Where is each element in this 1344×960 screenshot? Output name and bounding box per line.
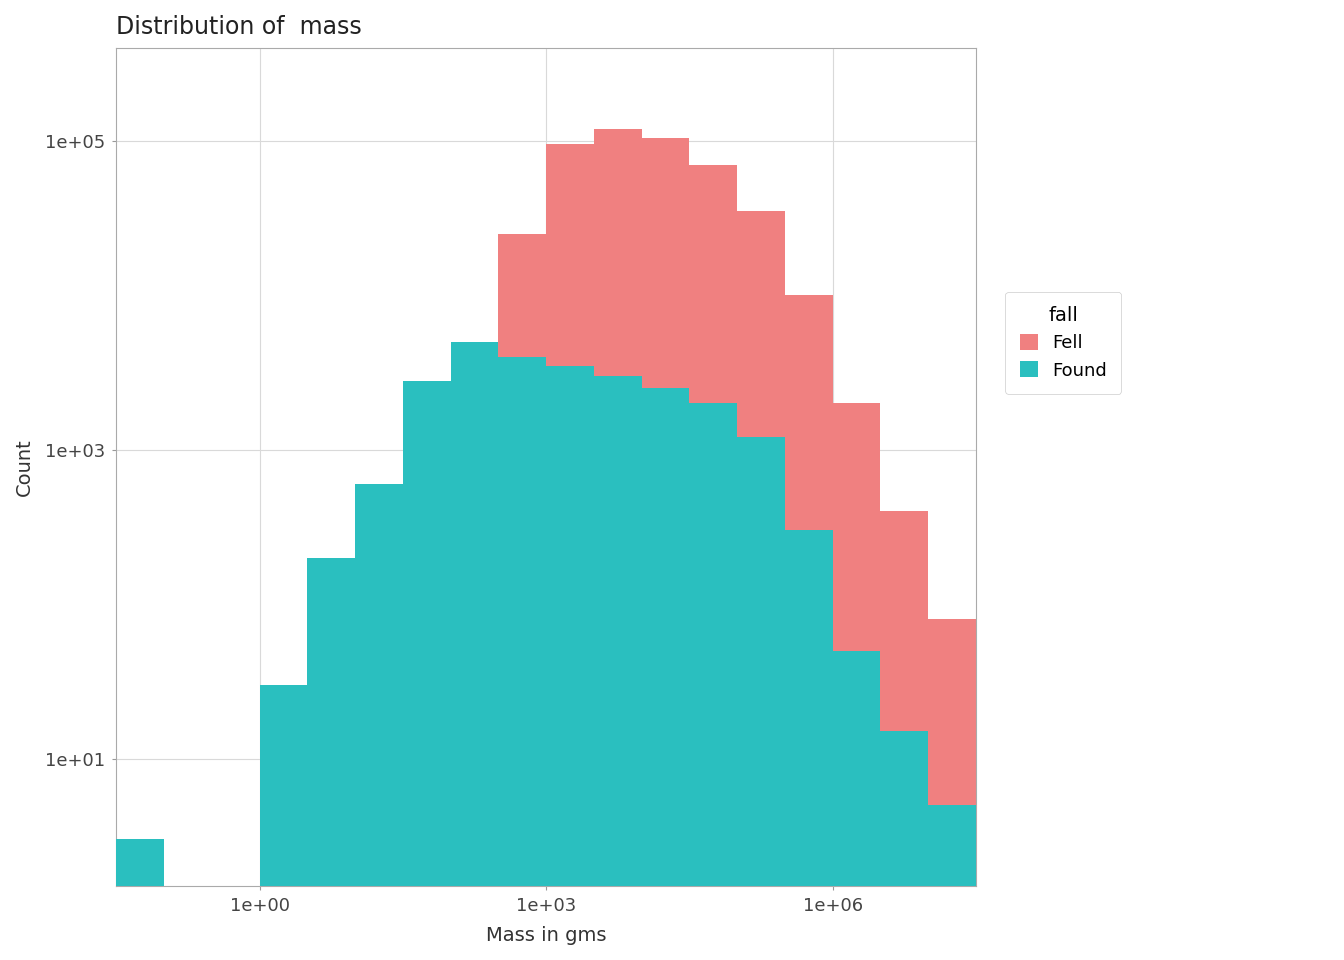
Y-axis label: Count: Count: [15, 438, 34, 495]
Text: Distribution of  mass: Distribution of mass: [117, 15, 363, 39]
X-axis label: Mass in gms: Mass in gms: [487, 926, 606, 945]
Legend: Fell, Found: Fell, Found: [1005, 292, 1121, 394]
